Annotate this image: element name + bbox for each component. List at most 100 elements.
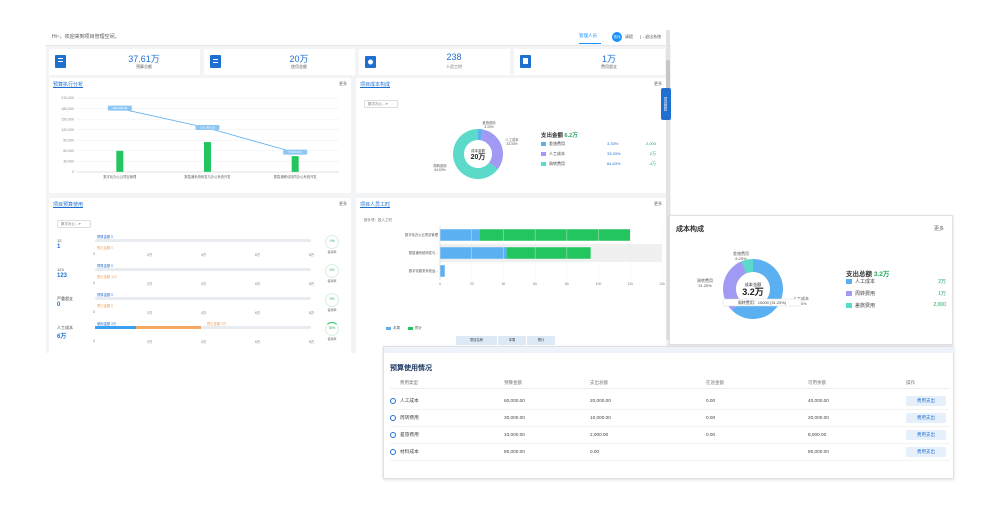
row-radio[interactable] xyxy=(390,432,396,438)
usage-row-name: 12 xyxy=(57,238,62,243)
legend-amount: 2,000 xyxy=(933,302,946,308)
row-radio[interactable] xyxy=(390,449,396,455)
bar-segment[interactable] xyxy=(440,229,480,241)
pie-slice[interactable] xyxy=(453,129,498,179)
bar-segment[interactable] xyxy=(440,265,445,277)
usage-used-bar[interactable] xyxy=(95,326,137,329)
legend-pct: 33.33% xyxy=(607,151,621,156)
x-tick-label: 20 xyxy=(470,282,474,286)
panel-title[interactable]: 项目成本构成 xyxy=(360,82,391,88)
pie-center-label: 成本金额 xyxy=(745,281,763,288)
table-header-row: 项目名称 本周 预计 xyxy=(456,336,556,345)
side-tab-label: 项目预算 xyxy=(664,97,668,111)
table-header-cell: 预计 xyxy=(527,336,556,345)
usage-reserved-bar[interactable] xyxy=(136,326,201,329)
table-header-cell: 可用余额 xyxy=(808,380,826,385)
cost-card: 成本构成 更多 成本金额3.2万差旅费用6.25%周转费用31.25%人工成本6… xyxy=(669,215,953,345)
pie-center-label: 成本金额 xyxy=(471,148,485,153)
expense-button[interactable]: 费用支出 xyxy=(906,413,946,423)
data-label-bg xyxy=(283,149,308,155)
usage-row-value: 1 xyxy=(57,244,61,250)
usage-rate-value: 0% xyxy=(329,297,335,301)
usage-tick-label: 8万 xyxy=(309,253,315,257)
row-radio[interactable] xyxy=(390,415,396,421)
expense-button[interactable]: 费用支出 xyxy=(906,447,946,457)
usage-row-value: 0 xyxy=(57,302,61,308)
expense-button[interactable]: 费用支出 xyxy=(906,396,946,406)
stat-value[interactable]: 投入工时 xyxy=(378,218,392,222)
usage-tick-label: 6万 xyxy=(255,253,261,257)
user-name[interactable]: 请假 xyxy=(625,34,633,39)
more-link[interactable]: 更多 xyxy=(654,201,662,206)
usage-tick-label: 2万 xyxy=(147,340,153,344)
pie-slice[interactable] xyxy=(480,129,503,170)
legend-item[interactable]: 本周 xyxy=(386,326,400,331)
project-select[interactable]: 数字办公... ▾ xyxy=(57,220,91,228)
usage-tick-label: 4万 xyxy=(201,311,207,315)
table-header-cell: 本周 xyxy=(498,336,527,345)
avatar[interactable]: 张伟 xyxy=(612,32,622,42)
pie-tooltip-text: 周转费用：10000 (31.25%) xyxy=(738,299,787,305)
legend-item[interactable]: 预计 xyxy=(408,326,422,331)
usage-rate-label: 使用率 xyxy=(327,250,337,254)
y-tick-label: 60,000 xyxy=(63,149,74,153)
usage-tick-label: 6万 xyxy=(255,340,261,344)
side-tab-budget[interactable]: 项目预算 xyxy=(661,88,671,120)
table-header-cell: 预算金额 xyxy=(504,380,522,385)
stat-item: 统计项：投入工时 xyxy=(364,218,392,223)
row-radio[interactable] xyxy=(390,398,396,404)
pie-slice[interactable] xyxy=(741,259,753,274)
dashboard: Hi~，欢迎来到项目管理空间。 管理人员 张伟 请假 [→退出系统 37.61万… xyxy=(46,28,671,353)
y-tick-label: 180,000 xyxy=(61,107,74,111)
kpi-overrun: 1万 费用超支 xyxy=(514,49,665,75)
panel-title[interactable]: 项目预算使用 xyxy=(53,202,84,208)
table-cell: 8,000.00 xyxy=(808,432,827,437)
more-link[interactable]: 更多 xyxy=(933,226,944,232)
data-label: 125,000.00 xyxy=(200,126,215,130)
usage-row-name: 严重超支 xyxy=(57,296,73,301)
bar-segment[interactable] xyxy=(506,247,591,259)
budget-usage-panel: 项目预算使用 更多 数字办公... ▾ 12 1 预算金额 0 预占金额 0 0 2万 4万… xyxy=(49,198,351,353)
kpi-label: 人员工时 xyxy=(446,64,462,69)
usage-rate-ring: 33% xyxy=(325,322,339,336)
panel-title[interactable]: 预算执行分析 xyxy=(53,82,84,88)
table-cell: 30,000.00 xyxy=(504,415,525,420)
row-divider xyxy=(390,460,949,461)
table-cell: 2,000.00 xyxy=(590,432,609,437)
usage-top-label: 预占金额 2万 xyxy=(207,322,227,326)
more-link[interactable]: 更多 xyxy=(339,81,347,86)
legend-amount: 2,000 xyxy=(645,141,656,146)
usage-rate-ring: 0% xyxy=(325,235,339,249)
more-link[interactable]: 更多 xyxy=(654,81,662,86)
pie-outer-label: 6.25% xyxy=(735,256,747,261)
usage-tick-label: 2万 xyxy=(147,282,153,286)
y-tick-label: 210,000 xyxy=(61,96,74,100)
bar[interactable] xyxy=(204,142,211,172)
legend-swatch xyxy=(846,291,852,296)
usage-track xyxy=(95,297,311,300)
top-bar: Hi~，欢迎来到项目管理空间。 管理人员 张伟 请假 [→退出系统 xyxy=(46,28,671,46)
legend-pct: 3.33% xyxy=(607,141,619,146)
pie-center-value: 3.2万 xyxy=(742,287,764,297)
more-link[interactable]: 更多 xyxy=(339,201,347,206)
bar-segment[interactable] xyxy=(479,229,631,241)
pie-slice[interactable] xyxy=(723,261,747,311)
pie-slice[interactable] xyxy=(478,129,484,141)
pie-outer-label: 周转费用 xyxy=(697,277,713,283)
expense-button[interactable]: 费用支出 xyxy=(906,430,946,440)
logout-link[interactable]: [→退出系统 xyxy=(640,34,662,39)
bar[interactable] xyxy=(291,156,299,172)
project-select[interactable]: 数字办公... ▾ xyxy=(364,100,398,108)
bar[interactable] xyxy=(116,150,124,172)
y-tick-label: 数字化服务系统运... xyxy=(409,268,438,273)
scrollbar-track[interactable] xyxy=(666,30,670,340)
pie-outer-label: 差旅费用 xyxy=(733,250,749,256)
card-title: 成本构成 xyxy=(676,226,704,233)
bar-segment[interactable] xyxy=(440,247,507,259)
table-header-cell: 支出总额 xyxy=(590,380,608,385)
legend-amount: 4万 xyxy=(649,161,656,166)
tab-management[interactable]: 管理人员 xyxy=(579,33,597,38)
table-cell: 0.00 xyxy=(706,415,716,420)
legend-row: 差旅费用 2,000 xyxy=(846,302,946,314)
panel-title[interactable]: 项目人员工时 xyxy=(360,202,391,208)
